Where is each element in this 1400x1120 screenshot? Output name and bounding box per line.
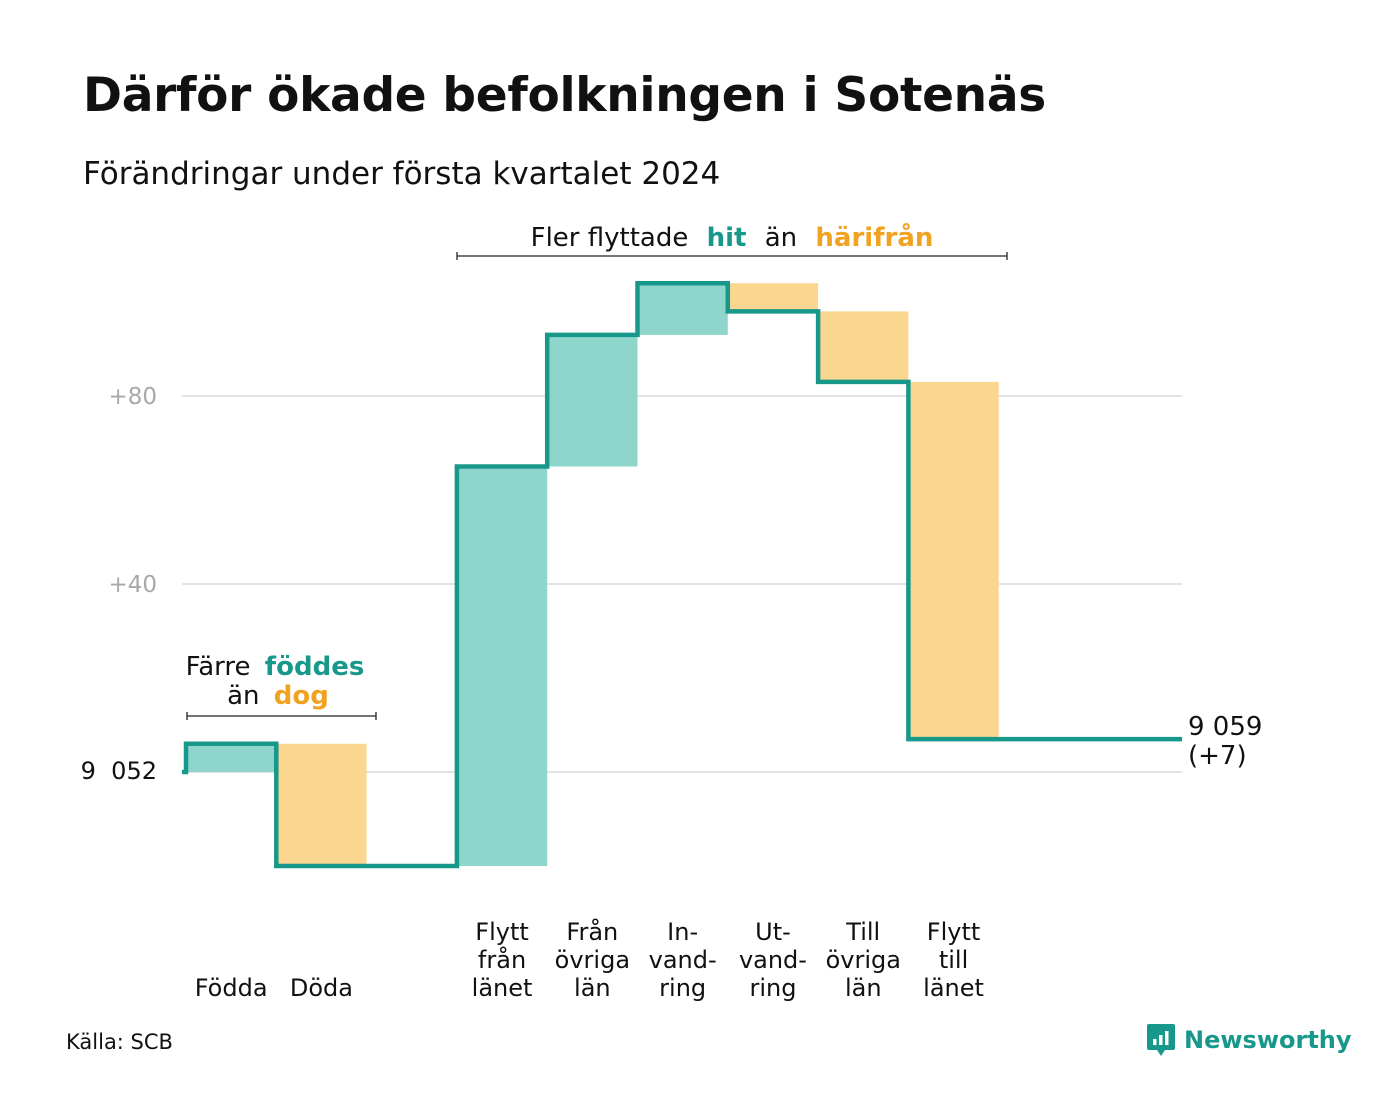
- waterfall-bars: [186, 283, 999, 866]
- source-note: Källa: SCB: [66, 1030, 173, 1054]
- deaths-annotation-prefix: än: [227, 681, 259, 711]
- waterfall-bar-till-övriga-län: [818, 311, 909, 382]
- waterfall-bar-från-övriga-län: [547, 334, 638, 467]
- category-label: Födda: [195, 974, 268, 1002]
- category-label: Flytt till länet: [923, 918, 984, 1002]
- waterfall-bar-födda: [186, 743, 277, 772]
- newsworthy-logo-icon: [1147, 1024, 1175, 1056]
- svg-text:Fler flyttade hit: Fler flyttade hit än härifrån: [531, 221, 934, 253]
- chart-title: Därför ökade befolkningen i Sotenäs: [83, 68, 1046, 123]
- category-label: Till övriga län: [826, 918, 901, 1002]
- waterfall-bar-döda: [276, 743, 367, 866]
- births-annotation-highlight: föddes: [265, 652, 365, 682]
- category-label: Döda: [290, 974, 353, 1002]
- chart-subtitle: Förändringar under första kvartalet 2024: [83, 156, 721, 192]
- category-labels: Födda Döda Flytt från länet Från övriga län In-v…: [195, 917, 984, 1002]
- svg-text:än dog: än dog: [227, 681, 329, 711]
- end-value-label: 9 059: [1188, 712, 1262, 742]
- migration-annotation-bracket: [456, 252, 1008, 260]
- category-label: Från övriga län: [555, 917, 630, 1002]
- migration-annotation-middle: än: [765, 223, 797, 253]
- brand-logo: Newsworthy: [1146, 1022, 1352, 1058]
- waterfall-bar-flytt-till-länet: [908, 381, 999, 740]
- category-label: In-vand-ring: [649, 918, 717, 1002]
- migration-annotation-harifran: härifrån: [815, 221, 933, 253]
- category-label: Flytt från länet: [472, 918, 533, 1002]
- waterfall-bar-ut-vand-ring: [727, 283, 819, 312]
- y-axis-ticks: +40 +80: [108, 384, 157, 598]
- waterfall-bar-flytt-från-länet: [456, 466, 548, 866]
- svg-text:Färre föddes: Färre föddes: [186, 652, 365, 682]
- births-annotation: Färre föddes än dog: [186, 652, 377, 720]
- category-label: Ut-vand-ring: [739, 918, 807, 1002]
- migration-annotation: Fler flyttade hit än härifrån: [456, 221, 1008, 260]
- migration-annotation-prefix: Fler flyttade: [531, 223, 689, 253]
- y-tick-label: +40: [108, 572, 157, 598]
- cumulative-step-line: [182, 280, 1182, 869]
- deaths-annotation-highlight: dog: [274, 681, 329, 711]
- brand-name: Newsworthy: [1184, 1026, 1352, 1054]
- end-change-label: (+7): [1188, 741, 1247, 771]
- y-tick-label: +80: [108, 384, 157, 410]
- migration-annotation-hit: hit: [707, 223, 747, 253]
- births-annotation-prefix: Färre: [186, 652, 251, 682]
- baseline-value-label: 9 052: [81, 757, 157, 785]
- births-annotation-bracket: [186, 712, 377, 720]
- waterfall-bar-in-vand-ring: [637, 283, 728, 335]
